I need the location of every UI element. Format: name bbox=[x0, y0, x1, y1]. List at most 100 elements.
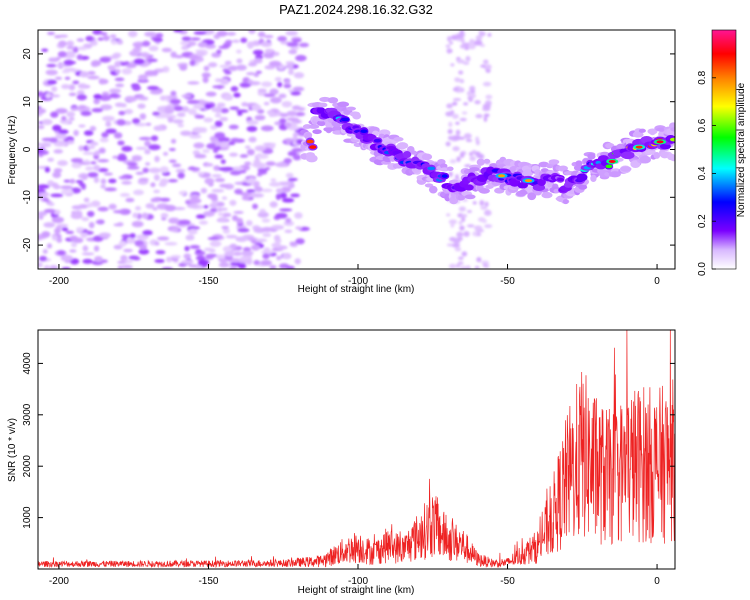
heatmap-noise-cell bbox=[465, 55, 471, 62]
heatmap-noise-cell bbox=[476, 232, 482, 237]
heatmap-noise-cell bbox=[271, 242, 281, 248]
heatmap-signal-peak bbox=[427, 166, 436, 171]
heatmap-noise-cell bbox=[467, 209, 472, 213]
heatmap-noise-cell bbox=[211, 188, 225, 193]
heatmap-noise-cell bbox=[78, 105, 87, 110]
heatmap-noise-cell bbox=[216, 30, 228, 37]
heatmap-noise-cell bbox=[149, 89, 163, 95]
heatmap-noise-cell bbox=[247, 79, 253, 83]
heatmap-noise-cell bbox=[178, 190, 187, 196]
heatmap-signal-peak bbox=[340, 117, 350, 122]
heatmap-noise-cell bbox=[269, 264, 277, 269]
heatmap-noise-cell bbox=[77, 46, 88, 51]
heatmap-noise-cell bbox=[123, 61, 130, 65]
heatmap-noise-cell bbox=[199, 220, 208, 225]
heatmap-signal-peak bbox=[605, 164, 613, 169]
heatmap-noise-cell bbox=[447, 129, 453, 135]
heatmap-noise-cell bbox=[121, 145, 133, 152]
heatmap-signal-halo bbox=[562, 198, 569, 205]
heatmap-noise-cell bbox=[447, 35, 452, 42]
heatmap-noise-cell bbox=[458, 206, 466, 212]
heatmap-noise-cell bbox=[153, 174, 160, 181]
heatmap-noise-cell bbox=[194, 153, 207, 159]
heatmap-noise-cell bbox=[114, 77, 125, 82]
heatmap-noise-cell bbox=[109, 34, 117, 39]
heatmap-noise-cell bbox=[194, 114, 205, 119]
heatmap-noise-cell bbox=[484, 224, 493, 228]
heatmap-noise-cell bbox=[244, 161, 252, 166]
heatmap-noise-cell bbox=[55, 226, 62, 230]
heatmap-noise-cell bbox=[46, 63, 57, 68]
heatmap-noise-cell bbox=[458, 70, 464, 75]
heatmap-noise-cell bbox=[81, 173, 88, 181]
snr-frame bbox=[37, 329, 676, 570]
heatmap-signal-peak bbox=[392, 150, 401, 155]
heatmap-noise-cell bbox=[284, 79, 291, 85]
heatmap-noise-cell bbox=[195, 51, 206, 57]
heatmap-noise-cell bbox=[48, 58, 59, 63]
heatmap-signal-halo bbox=[428, 185, 438, 194]
heatmap-signal-halo bbox=[575, 160, 583, 167]
heatmap-signal-halo bbox=[327, 97, 339, 104]
heatmap-noise-cell bbox=[445, 141, 451, 147]
heatmap-signal-halo bbox=[316, 120, 327, 127]
heatmap-noise-cell bbox=[476, 256, 482, 263]
heatmap-noise-cell bbox=[63, 138, 70, 142]
heatmap-noise-cell bbox=[237, 228, 250, 233]
heatmap-noise-cell bbox=[211, 174, 222, 178]
heatmap-noise-cell bbox=[290, 121, 297, 129]
heatmap-noise-cell bbox=[461, 111, 468, 115]
heatmap-noise-cell bbox=[236, 217, 243, 224]
heatmap-noise-cell bbox=[116, 119, 126, 126]
heatmap-noise-cell bbox=[40, 142, 52, 148]
heatmap-noise-cell bbox=[41, 137, 55, 142]
heatmap-noise-cell bbox=[170, 255, 182, 259]
heatmap-noise-cell bbox=[148, 167, 162, 174]
heatmap-noise-cell bbox=[475, 139, 480, 146]
heatmap-noise-cell bbox=[181, 45, 189, 51]
heatmap-signal-peak bbox=[656, 140, 664, 144]
heatmap-noise-cell bbox=[204, 177, 215, 185]
heatmap-noise-cell bbox=[76, 226, 85, 232]
heatmap-noise-cell bbox=[232, 251, 243, 257]
heatmap-noise-cell bbox=[183, 253, 192, 260]
heatmap-signal-halo bbox=[616, 143, 626, 149]
heatmap-noise-cell bbox=[43, 222, 56, 228]
heatmap-noise-cell bbox=[186, 99, 200, 105]
x-tick-label: 0 bbox=[654, 576, 660, 587]
heatmap-noise-cell bbox=[170, 138, 177, 144]
heatmap-noise-cell bbox=[256, 173, 263, 177]
heatmap-noise-cell bbox=[60, 185, 73, 190]
heatmap-noise-cell bbox=[483, 59, 489, 65]
heatmap-signal-halo bbox=[312, 129, 322, 135]
heatmap-noise-cell bbox=[285, 121, 292, 129]
colorbar-label: Normalized spectral amplitude bbox=[736, 82, 747, 217]
heatmap-noise-cell bbox=[81, 216, 90, 222]
y-tick-label: 1000 bbox=[22, 506, 33, 529]
heatmap-noise-cell bbox=[459, 30, 465, 36]
heatmap-noise-cell bbox=[98, 78, 109, 85]
y-tick-label: 20 bbox=[22, 48, 33, 60]
heatmap-noise-cell bbox=[131, 220, 144, 228]
heatmap-noise-cell bbox=[204, 163, 214, 167]
heatmap-noise-cell bbox=[142, 230, 153, 236]
heatmap-noise-cell bbox=[146, 58, 158, 63]
heatmap-noise-cell bbox=[463, 102, 469, 106]
heatmap-noise-cell bbox=[134, 206, 142, 211]
heatmap-signal-halo bbox=[548, 159, 560, 165]
heatmap-noise-cell bbox=[89, 141, 99, 146]
heatmap-noise-cell bbox=[298, 42, 309, 48]
heatmap-noise-cell bbox=[229, 106, 240, 110]
heatmap-noise-cell bbox=[231, 166, 244, 171]
heatmap-noise-cell bbox=[100, 178, 107, 185]
heatmap-noise-cell bbox=[154, 115, 168, 119]
heatmap-noise-cell bbox=[181, 94, 192, 98]
heatmap-noise-cell bbox=[287, 151, 298, 157]
heatmap-noise-cell bbox=[95, 220, 105, 224]
x-tick-label: -150 bbox=[198, 576, 218, 587]
heatmap-noise-cell bbox=[487, 32, 492, 37]
heatmap-signal-peak bbox=[524, 179, 532, 183]
heatmap-noise-cell bbox=[155, 250, 166, 255]
y-tick-label: 4000 bbox=[22, 352, 33, 375]
